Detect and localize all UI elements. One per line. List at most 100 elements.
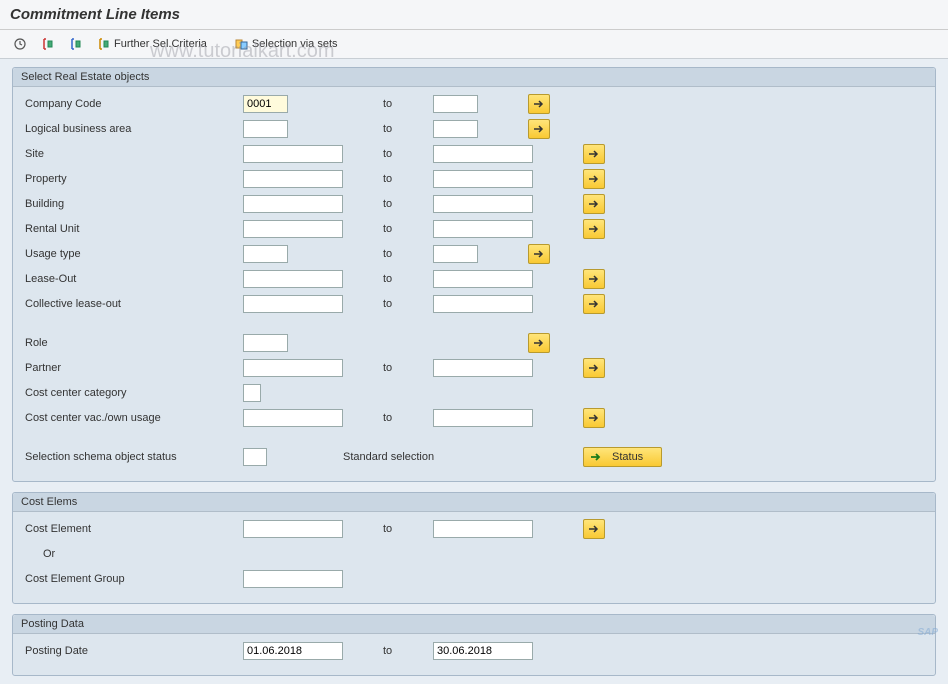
input-usage-type-from[interactable] [243, 245, 288, 263]
row-sel-schema: Selection schema object status Standard … [23, 446, 925, 468]
to-label: to [343, 298, 433, 310]
input-logical-ba-to[interactable] [433, 120, 478, 138]
input-coll-lease-to[interactable] [433, 295, 533, 313]
multi-select-partner[interactable] [583, 358, 605, 378]
input-sel-schema[interactable] [243, 448, 267, 466]
execute-button[interactable] [8, 34, 32, 54]
to-label: to [343, 98, 433, 110]
input-cc-vac-to[interactable] [433, 409, 533, 427]
to-label: to [343, 412, 433, 424]
multi-select-usage-type[interactable] [528, 244, 550, 264]
label-site: Site [23, 148, 243, 160]
input-property-to[interactable] [433, 170, 533, 188]
input-lease-out-from[interactable] [243, 270, 343, 288]
multi-select-role[interactable] [528, 333, 550, 353]
input-partner-from[interactable] [243, 359, 343, 377]
title-bar: Commitment Line Items [0, 0, 948, 30]
input-logical-ba-from[interactable] [243, 120, 288, 138]
input-role[interactable] [243, 334, 288, 352]
multi-select-company-code[interactable] [528, 94, 550, 114]
label-sel-schema: Selection schema object status [23, 451, 243, 463]
toolbar: Further Sel.Criteria Selection via sets [0, 30, 948, 59]
label-lease-out: Lease-Out [23, 273, 243, 285]
to-label: to [343, 148, 433, 160]
to-label: to [343, 273, 433, 285]
label-partner: Partner [23, 362, 243, 374]
label-ce-group: Cost Element Group [23, 573, 243, 585]
variant-button-2[interactable] [64, 34, 88, 54]
label-company-code: Company Code [23, 98, 243, 110]
row-cc-category: Cost center category [23, 382, 925, 404]
input-rental-unit-from[interactable] [243, 220, 343, 238]
input-site-from[interactable] [243, 145, 343, 163]
label-building: Building [23, 198, 243, 210]
input-coll-lease-from[interactable] [243, 295, 343, 313]
label-usage-type: Usage type [23, 248, 243, 260]
row-or: Or [23, 543, 925, 565]
sap-logo: SAP [917, 627, 938, 638]
label-property: Property [23, 173, 243, 185]
status-button[interactable]: Status [583, 447, 662, 467]
sets-icon [235, 37, 249, 51]
to-label: to [343, 362, 433, 374]
row-building: Building to [23, 193, 925, 215]
multi-select-building[interactable] [583, 194, 605, 214]
bracket-red-icon [41, 37, 55, 51]
selection-sets-label: Selection via sets [249, 38, 338, 50]
input-building-from[interactable] [243, 195, 343, 213]
multi-select-rental-unit[interactable] [583, 219, 605, 239]
multi-select-property[interactable] [583, 169, 605, 189]
group-real-estate: Select Real Estate objects Company Code … [12, 67, 936, 482]
label-role: Role [23, 337, 243, 349]
multi-select-logical-ba[interactable] [528, 119, 550, 139]
input-cc-category[interactable] [243, 384, 261, 402]
input-company-code-to[interactable] [433, 95, 478, 113]
label-posting-date: Posting Date [23, 645, 243, 657]
bracket-orange-icon [97, 37, 111, 51]
further-sel-label: Further Sel.Criteria [111, 38, 207, 50]
further-sel-button[interactable]: Further Sel.Criteria [92, 34, 212, 54]
input-posting-date-from[interactable] [243, 642, 343, 660]
row-coll-lease: Collective lease-out to [23, 293, 925, 315]
to-label: to [343, 198, 433, 210]
group-header-posting: Posting Data [13, 615, 935, 634]
label-cc-category: Cost center category [23, 387, 243, 399]
group-header-cost-elems: Cost Elems [13, 493, 935, 512]
input-partner-to[interactable] [433, 359, 533, 377]
input-cc-vac-from[interactable] [243, 409, 343, 427]
multi-select-lease-out[interactable] [583, 269, 605, 289]
input-cost-element-from[interactable] [243, 520, 343, 538]
label-coll-lease: Collective lease-out [23, 298, 243, 310]
multi-select-cc-vac[interactable] [583, 408, 605, 428]
input-posting-date-to[interactable] [433, 642, 533, 660]
input-property-from[interactable] [243, 170, 343, 188]
label-cost-element: Cost Element [23, 523, 243, 535]
group-posting: Posting Data Posting Date to [12, 614, 936, 676]
sel-schema-text: Standard selection [343, 451, 533, 463]
input-ce-group[interactable] [243, 570, 343, 588]
row-usage-type: Usage type to [23, 243, 925, 265]
input-rental-unit-to[interactable] [433, 220, 533, 238]
group-header-real-estate: Select Real Estate objects [13, 68, 935, 87]
multi-select-coll-lease[interactable] [583, 294, 605, 314]
selection-sets-button[interactable]: Selection via sets [230, 34, 343, 54]
row-company-code: Company Code to [23, 93, 925, 115]
row-cost-element: Cost Element to [23, 518, 925, 540]
clock-icon [13, 37, 27, 51]
multi-select-site[interactable] [583, 144, 605, 164]
input-building-to[interactable] [433, 195, 533, 213]
row-cc-vac: Cost center vac./own usage to [23, 407, 925, 429]
input-company-code-from[interactable] [243, 95, 288, 113]
row-logical-ba: Logical business area to [23, 118, 925, 140]
input-usage-type-to[interactable] [433, 245, 478, 263]
input-lease-out-to[interactable] [433, 270, 533, 288]
multi-select-cost-element[interactable] [583, 519, 605, 539]
input-site-to[interactable] [433, 145, 533, 163]
input-cost-element-to[interactable] [433, 520, 533, 538]
variant-button-1[interactable] [36, 34, 60, 54]
bracket-blue-icon [69, 37, 83, 51]
label-or: Or [23, 548, 243, 560]
label-cc-vac: Cost center vac./own usage [23, 412, 243, 424]
row-partner: Partner to [23, 357, 925, 379]
to-label: to [343, 248, 433, 260]
